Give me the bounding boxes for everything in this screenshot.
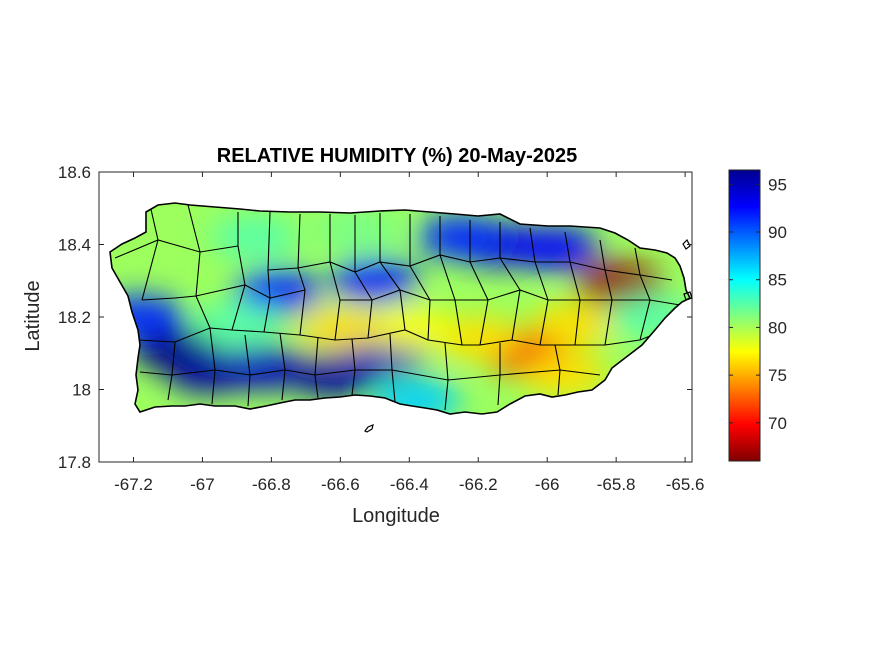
x-tick-label: -66.6 [321, 475, 360, 494]
x-tick-label: -65.8 [597, 475, 636, 494]
colorbar-tick-label: 75 [768, 366, 787, 385]
boundary-line [499, 257, 673, 281]
humidity-field [110, 203, 690, 414]
humidity-cell [575, 262, 664, 307]
boundary-line [139, 369, 601, 381]
boundary-line [340, 289, 681, 306]
boundary-line [141, 204, 159, 301]
humidity-cell [510, 226, 599, 271]
islet [682, 238, 691, 250]
x-tick-label: -66.8 [252, 475, 291, 494]
boundary-line [564, 231, 581, 346]
boundary-line [499, 222, 521, 341]
boundary-line [141, 284, 306, 301]
x-axis: -67.2 -67 -66.8 -66.6 -66.4 -66.2 -66 -65.8 -65.… [114, 172, 704, 494]
humidity-cell [365, 305, 454, 350]
x-tick-label: -66.4 [390, 475, 429, 494]
boundary-line [231, 212, 246, 331]
y-tick-label: 17.8 [58, 453, 91, 472]
colorbar-tick-label: 80 [768, 318, 787, 337]
colorbar-gradient [728, 169, 761, 462]
boundary-line [354, 215, 373, 339]
humidity-cell [234, 269, 323, 314]
y-tick-label: 18.2 [58, 308, 91, 327]
municipal-boundaries [114, 204, 681, 411]
boundary-line [137, 327, 666, 346]
y-axis: 17.8 18 18.2 18.4 18.6 [58, 163, 692, 472]
x-tick-label: -67 [190, 475, 215, 494]
boundary-line [409, 214, 431, 341]
x-axis-label: Longitude [352, 505, 440, 527]
boundary-line [379, 213, 406, 331]
boundary-line [297, 213, 306, 336]
colorbar-tick-label: 95 [768, 175, 787, 194]
islet [683, 291, 693, 301]
colorbar-tick-label: 85 [768, 271, 787, 290]
x-tick-label: -66 [535, 475, 560, 494]
humidity-blobs [110, 208, 690, 414]
boundary-line [187, 204, 211, 329]
y-tick-label: 18.6 [58, 163, 91, 182]
boundary-line [329, 214, 341, 341]
humidity-cell [520, 353, 609, 397]
humidity-cell [192, 302, 281, 347]
colorbar-tick-label: 70 [768, 414, 787, 433]
colorbar-ticks: 70 75 80 85 90 95 [729, 175, 787, 433]
humidity-cell [313, 208, 402, 252]
y-tick-label: 18.4 [58, 236, 91, 255]
x-tick-label: -66.2 [459, 475, 498, 494]
island-coastline [109, 202, 692, 415]
boundary-line [114, 239, 239, 259]
boundary-line [439, 216, 463, 346]
boundary-line [529, 227, 549, 346]
offshore-islets [364, 238, 693, 433]
humidity-cell [530, 302, 619, 347]
y-tick-label: 18 [72, 381, 91, 400]
chart-title: RELATIVE HUMIDITY (%) 20-May-2025 [217, 145, 577, 167]
x-tick-label: -65.6 [666, 475, 705, 494]
colorbar: 70 75 80 85 90 95 [728, 169, 787, 462]
boundary-line [599, 239, 613, 346]
y-axis-label: Latitude [22, 280, 44, 351]
humidity-cell [417, 215, 506, 260]
humidity-cell [330, 258, 419, 303]
colorbar-tick-label: 90 [768, 223, 787, 242]
boundary-line [263, 211, 271, 333]
x-tick-label: -67.2 [114, 475, 153, 494]
humidity-cell [220, 345, 309, 390]
humidity-cell [210, 215, 299, 260]
boundary-line [469, 220, 489, 346]
boundary-line [634, 247, 651, 341]
islet [364, 424, 374, 433]
